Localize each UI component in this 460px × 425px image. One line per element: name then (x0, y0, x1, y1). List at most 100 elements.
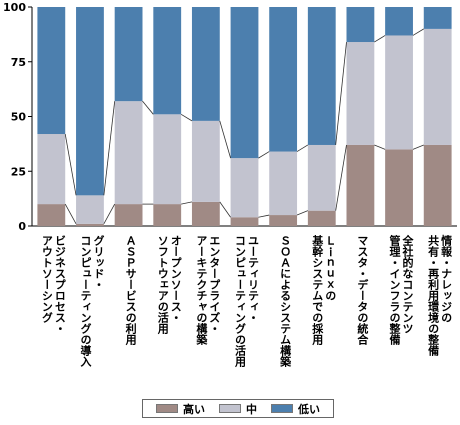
category-label-line: アウトソーシング (40, 235, 53, 323)
category-label-line: 全社的なコンテンツ (401, 234, 415, 334)
category-label-line: グリッド・ (92, 234, 105, 290)
series-connector-line (103, 101, 116, 196)
legend-item-low: 低い (271, 401, 320, 417)
bar-segment-low (76, 7, 104, 196)
series-connector-line (142, 100, 154, 115)
series-connector-line (64, 203, 77, 225)
bar-segment-medium (191, 120, 220, 202)
bar-segment-high (114, 204, 143, 226)
bar-segment-medium (153, 114, 182, 205)
bar-segment-medium (346, 42, 375, 145)
series-connector-line (374, 35, 386, 43)
bar-segment-high (423, 144, 452, 226)
bar-segment-medium (423, 28, 452, 145)
category-label-line: マスタ・データの統合 (356, 235, 369, 346)
series-connector-line (181, 201, 193, 205)
bar-segment-high (76, 223, 104, 226)
series-connector-line (412, 28, 424, 36)
legend-item-medium: 中 (219, 401, 257, 417)
legend-item-high: 高い (156, 401, 205, 417)
category-label-line: ユーティリティ・ (247, 235, 260, 323)
category-label-line: 共有・再利用環境の整備 (427, 234, 441, 357)
category-label-line: アーキテクチャの構築 (195, 235, 209, 346)
bar-segment-medium (76, 195, 104, 224)
category-label-line: 情報・ナレッジの (440, 234, 453, 323)
bar-segment-low (423, 7, 452, 29)
bar-segment-low (307, 7, 336, 145)
series-connector-line (335, 144, 347, 211)
category-labels-layer: ビジネスプロセス・アウトソーシング グリッド・コンピューティングの導入 ＡＳＰサービ… (40, 234, 452, 368)
bar-segment-low (230, 7, 259, 159)
series-connector-line (296, 210, 309, 216)
series-connector-line (219, 120, 231, 159)
series-connector-line (374, 144, 386, 150)
bar-segment-high (230, 217, 259, 226)
category-label-line: ソフトウェアの活用 (156, 235, 169, 335)
category-label-line: 基幹システムでの採用 (311, 234, 325, 346)
legend-swatch-medium (219, 404, 241, 413)
bar-segment-high (385, 149, 413, 226)
series-connector-line (335, 41, 347, 146)
category-label-line: コンピューティングの活用 (234, 235, 247, 368)
category-label-line: エンタープライズ・ (208, 235, 221, 334)
category-label: オープンソース・ソフトウェアの活用 (156, 235, 182, 335)
category-label-line: ビジネスプロセス・ (53, 235, 66, 334)
bar-segment-low (385, 7, 413, 36)
bar-segment-high (346, 144, 375, 226)
bar-segment-high (153, 204, 182, 226)
y-tick-label: 0 (18, 220, 26, 233)
series-connector-line (258, 151, 270, 159)
bar-segment-low (37, 7, 66, 135)
bar-segment-medium (269, 151, 298, 216)
y-tick-label: 100 (3, 1, 26, 14)
category-label: ユーティリティ・コンピューティングの活用 (234, 235, 260, 368)
series-connector-line (219, 201, 231, 218)
category-label-line: ＳＯＡによるシステム構築 (279, 235, 293, 368)
legend-label-medium: 中 (246, 402, 257, 416)
bar-segment-medium (307, 144, 336, 211)
category-label: マスタ・データの統合 (356, 235, 369, 346)
series-connector-line (103, 203, 116, 225)
category-label-line: オープンソース・ (169, 235, 182, 323)
bar-segment-low (346, 7, 375, 43)
category-label: ＳＯＡによるシステム構築 (279, 235, 293, 368)
category-label-line: コンピューティングの導入 (79, 235, 92, 368)
bar-segment-medium (385, 35, 413, 150)
series-connector-line (296, 144, 309, 152)
legend-swatch-low (271, 404, 293, 413)
category-label-line: 管理・インフラの整備 (388, 234, 402, 346)
category-label: ビジネスプロセス・アウトソーシング (40, 235, 66, 334)
category-label: エンタープライズ・アーキテクチャの構築 (195, 235, 221, 346)
bar-segment-low (191, 7, 220, 121)
legend-label-low: 低い (298, 402, 320, 416)
bar-segment-high (307, 210, 336, 226)
y-tick-label: 25 (11, 165, 26, 178)
category-label: ＡＳＰサービスの利用 (124, 235, 137, 346)
connector-lines-layer (64, 28, 424, 225)
series-connector-line (180, 113, 193, 122)
legend-swatch-high (156, 404, 178, 413)
category-label: グリッド・コンピューティングの導入 (79, 234, 105, 368)
bar-segment-low (153, 7, 182, 115)
bar-segment-high (37, 204, 66, 226)
bar-segment-high (191, 201, 220, 226)
bar-segment-medium (114, 101, 143, 205)
bar-segment-high (269, 215, 298, 226)
bar-segment-medium (37, 134, 66, 205)
bar-segment-low (114, 7, 143, 102)
series-connector-line (64, 133, 77, 196)
category-label-line: Ｌｉｎｕｘの (324, 235, 337, 301)
bar-segment-medium (230, 158, 259, 218)
series-connector-line (412, 144, 424, 150)
y-tick-label: 50 (11, 111, 27, 124)
y-tick-label: 75 (11, 56, 26, 69)
legend: 高い 中 低い (142, 399, 334, 418)
category-label-line: ＡＳＰサービスの利用 (124, 235, 137, 346)
bars-layer (37, 7, 452, 226)
series-connector-line (258, 214, 270, 218)
bar-segment-low (269, 7, 298, 152)
